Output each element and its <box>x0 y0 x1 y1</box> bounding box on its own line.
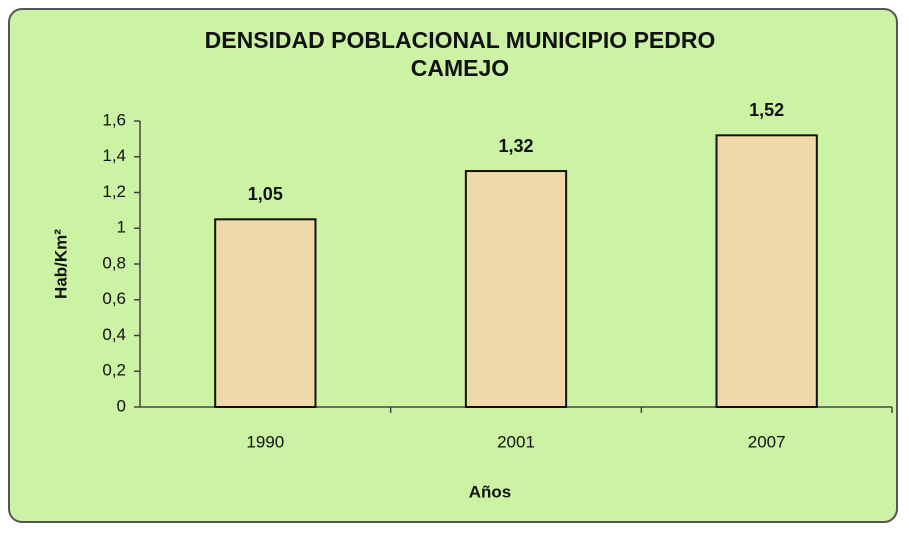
y-tick-label: 0,2 <box>102 361 126 380</box>
y-axis-label: Hab/Km² <box>51 229 70 299</box>
bar <box>214 218 317 408</box>
chart-title: DENSIDAD POBLACIONAL MUNICIPIO PEDRO CAM… <box>204 27 716 81</box>
value-label: 1,32 <box>498 136 533 156</box>
y-tick-label: 1 <box>117 218 126 237</box>
y-tick-label: 1,4 <box>102 146 126 165</box>
y-tick-label: 0,4 <box>102 325 126 344</box>
value-label: 1,52 <box>749 100 784 120</box>
x-tick-label: 2007 <box>748 432 786 451</box>
y-tick-label: 0,6 <box>102 289 126 308</box>
y-tick-label: 1,2 <box>102 182 126 201</box>
bar <box>464 170 568 408</box>
bar <box>715 134 818 409</box>
x-axis-label: Años <box>469 482 512 501</box>
x-tick-label: 2001 <box>497 432 535 451</box>
y-tick-label: 1,6 <box>102 110 126 129</box>
x-tick-label: 1990 <box>246 432 284 451</box>
y-tick-label: 0 <box>117 396 126 415</box>
y-tick-label: 0,8 <box>102 253 126 272</box>
value-label: 1,05 <box>248 184 283 204</box>
